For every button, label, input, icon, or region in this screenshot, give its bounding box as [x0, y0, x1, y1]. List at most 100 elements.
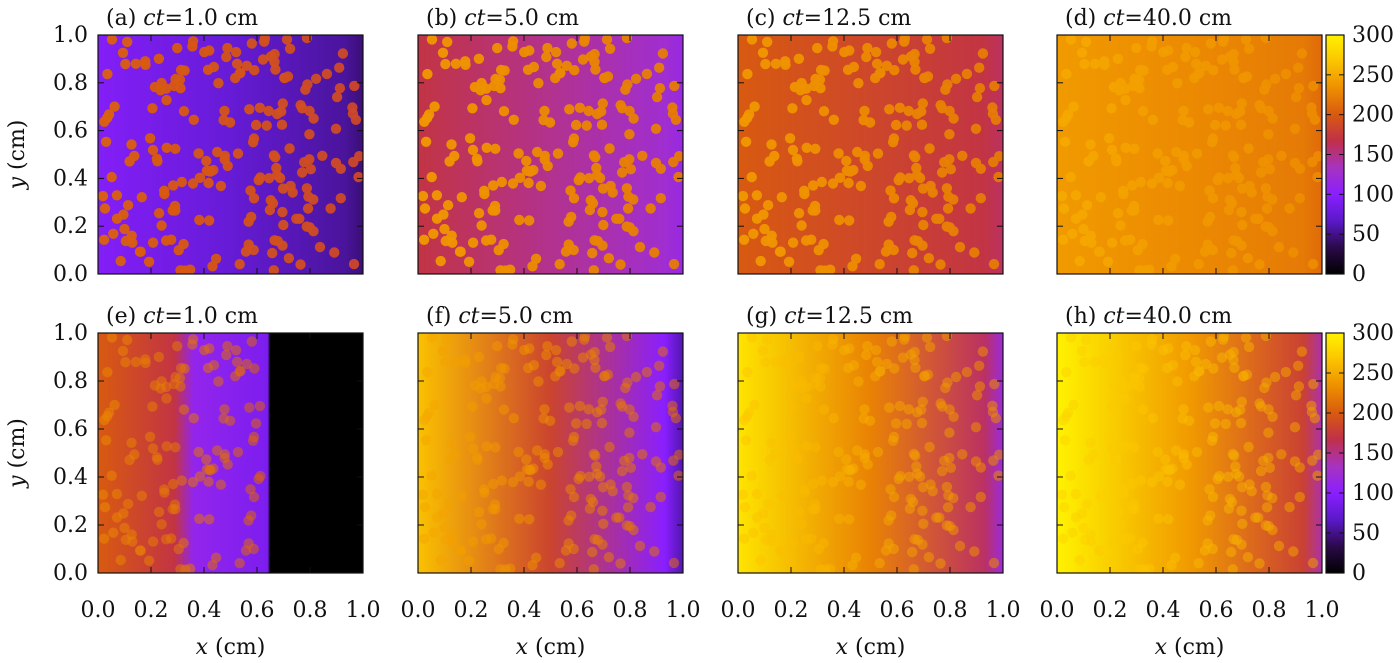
particle — [542, 459, 553, 470]
particle — [1263, 427, 1274, 438]
particle — [1132, 543, 1143, 555]
x-tick-label: 0.6 — [560, 598, 595, 623]
particle — [440, 357, 451, 368]
particle — [1164, 166, 1175, 177]
particle — [935, 558, 946, 569]
particle — [102, 367, 113, 378]
particle — [588, 150, 600, 161]
particle — [820, 265, 831, 274]
particle — [910, 64, 921, 75]
particle — [175, 381, 186, 392]
particle — [1112, 506, 1124, 518]
particle — [858, 413, 869, 424]
particle — [1193, 558, 1204, 569]
particle — [807, 504, 818, 515]
particle — [264, 173, 275, 184]
particle — [467, 103, 478, 114]
particle — [858, 114, 869, 126]
particle — [1293, 83, 1305, 94]
particle — [890, 119, 902, 131]
particle — [657, 48, 669, 59]
particle — [422, 68, 433, 80]
panel-e: 0.0 0.2 0.4 0.6 0.8 1.0 0.0 0.2 0.4 0.6 0.8 1.0 (e) … — [53, 304, 381, 623]
particle — [673, 171, 683, 183]
particle — [568, 431, 580, 443]
particle — [1263, 222, 1274, 233]
particle — [334, 83, 346, 94]
particle — [923, 253, 935, 264]
particle — [254, 102, 266, 114]
particle — [1205, 336, 1217, 347]
particle — [1070, 213, 1082, 224]
x-tick-label: 1.0 — [346, 598, 381, 623]
particle — [649, 546, 660, 557]
particle — [1228, 534, 1239, 545]
particle — [1065, 35, 1077, 45]
particle — [888, 431, 900, 443]
particle — [486, 533, 497, 544]
particle — [1065, 171, 1076, 183]
particles — [98, 35, 363, 274]
particle — [1313, 151, 1322, 162]
particle — [1180, 349, 1191, 361]
particle — [1208, 65, 1219, 76]
particle — [437, 47, 449, 58]
particle — [508, 413, 519, 424]
particle — [1229, 64, 1240, 75]
particle — [1228, 48, 1239, 60]
particle — [1162, 476, 1173, 487]
particle — [219, 105, 230, 117]
particle — [435, 255, 446, 267]
particle — [1147, 114, 1159, 126]
particle — [780, 56, 791, 67]
particle — [335, 163, 346, 174]
particle — [498, 106, 510, 117]
particle — [1099, 354, 1110, 365]
particle — [440, 58, 451, 70]
particle — [426, 171, 437, 183]
particle — [1226, 546, 1237, 558]
particle — [795, 85, 806, 96]
particle — [597, 183, 609, 194]
particle — [521, 454, 532, 465]
particle — [625, 164, 636, 175]
particle — [122, 334, 133, 346]
particle — [634, 241, 646, 253]
particle — [140, 56, 151, 67]
particle — [588, 448, 600, 460]
particle — [1242, 552, 1254, 563]
particle — [1120, 94, 1131, 106]
particle — [1181, 459, 1192, 470]
x-tick-label: 0.2 — [774, 598, 809, 623]
particle — [147, 401, 158, 412]
x-tick-label: 0.0 — [1040, 598, 1075, 623]
particle — [859, 150, 870, 161]
particle — [743, 109, 755, 120]
particle — [1172, 78, 1183, 89]
particle — [742, 68, 753, 80]
particle — [921, 35, 933, 45]
particle — [446, 230, 457, 241]
particle — [974, 83, 986, 94]
particle — [263, 105, 274, 117]
particle — [597, 396, 608, 407]
particle — [624, 129, 635, 140]
particle — [296, 167, 308, 178]
panel-a: 0.0 0.2 0.4 0.6 0.8 1.0 (a) ct=1.0 cm — [53, 6, 364, 287]
particle — [303, 191, 314, 202]
particle — [994, 151, 1003, 162]
x-tick-label: 0.2 — [134, 598, 169, 623]
particle — [521, 155, 532, 167]
particle — [1200, 60, 1212, 71]
particle — [1284, 203, 1295, 214]
particle — [1088, 449, 1099, 460]
particle — [748, 527, 759, 538]
particle — [918, 219, 929, 231]
particle — [655, 462, 666, 473]
particle — [1146, 41, 1157, 52]
particle — [616, 103, 628, 114]
particle — [743, 407, 755, 418]
particle — [170, 143, 181, 154]
particle — [1112, 351, 1124, 363]
particle — [147, 237, 159, 248]
